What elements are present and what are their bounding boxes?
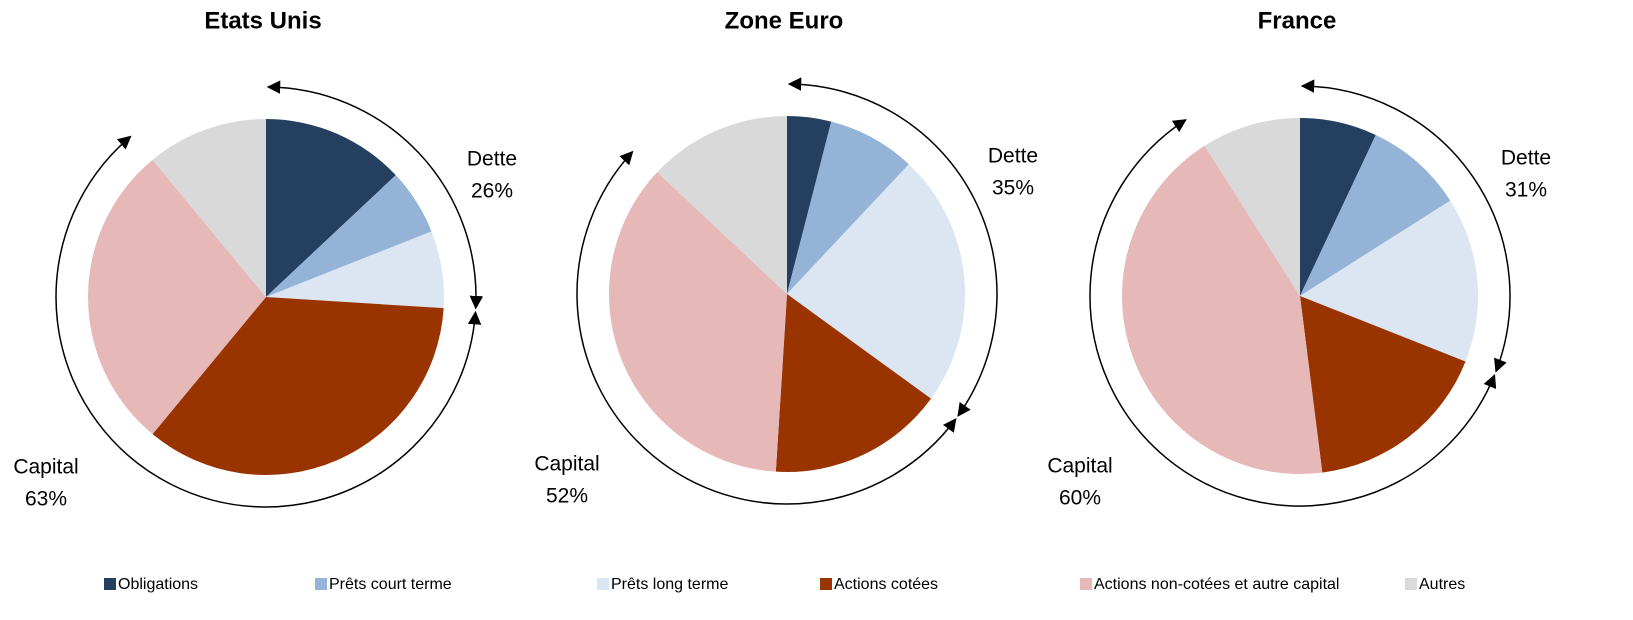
pie-slice bbox=[152, 297, 444, 476]
legend-swatch bbox=[1405, 578, 1417, 590]
legend-swatch bbox=[597, 578, 609, 590]
legend-swatch bbox=[315, 578, 327, 590]
capital-arrow bbox=[55, 135, 482, 508]
chart-title: France bbox=[1258, 7, 1337, 34]
legend-swatch bbox=[1080, 578, 1092, 590]
capital-arrow bbox=[576, 150, 957, 505]
chart-title: Zone Euro bbox=[725, 7, 844, 34]
capital-arrow bbox=[1089, 119, 1497, 507]
capital-share: 63% bbox=[25, 488, 67, 511]
capital-label: Capital bbox=[534, 453, 599, 476]
capital-share: 52% bbox=[546, 485, 588, 508]
legend-swatch bbox=[104, 578, 116, 590]
legend-swatch bbox=[820, 578, 832, 590]
debt-label: Dette bbox=[988, 145, 1038, 168]
legend-label: Prêts long terme bbox=[611, 576, 728, 593]
debt-label: Dette bbox=[1501, 147, 1551, 170]
legend-label: Actions cotées bbox=[834, 576, 938, 593]
legend-label: Obligations bbox=[118, 576, 198, 593]
capital-label: Capital bbox=[13, 456, 78, 479]
debt-label: Dette bbox=[467, 148, 517, 171]
chart-title: Etats Unis bbox=[204, 7, 321, 34]
legend-label: Prêts court terme bbox=[329, 576, 452, 593]
capital-label: Capital bbox=[1047, 455, 1112, 478]
capital-share: 60% bbox=[1059, 487, 1101, 510]
legend-label: Autres bbox=[1419, 576, 1465, 593]
legend-label: Actions non-cotées et autre capital bbox=[1094, 576, 1339, 593]
debt-arrow bbox=[787, 77, 998, 417]
debt-share: 31% bbox=[1505, 179, 1547, 202]
debt-share: 26% bbox=[471, 180, 513, 203]
debt-share: 35% bbox=[992, 177, 1034, 200]
